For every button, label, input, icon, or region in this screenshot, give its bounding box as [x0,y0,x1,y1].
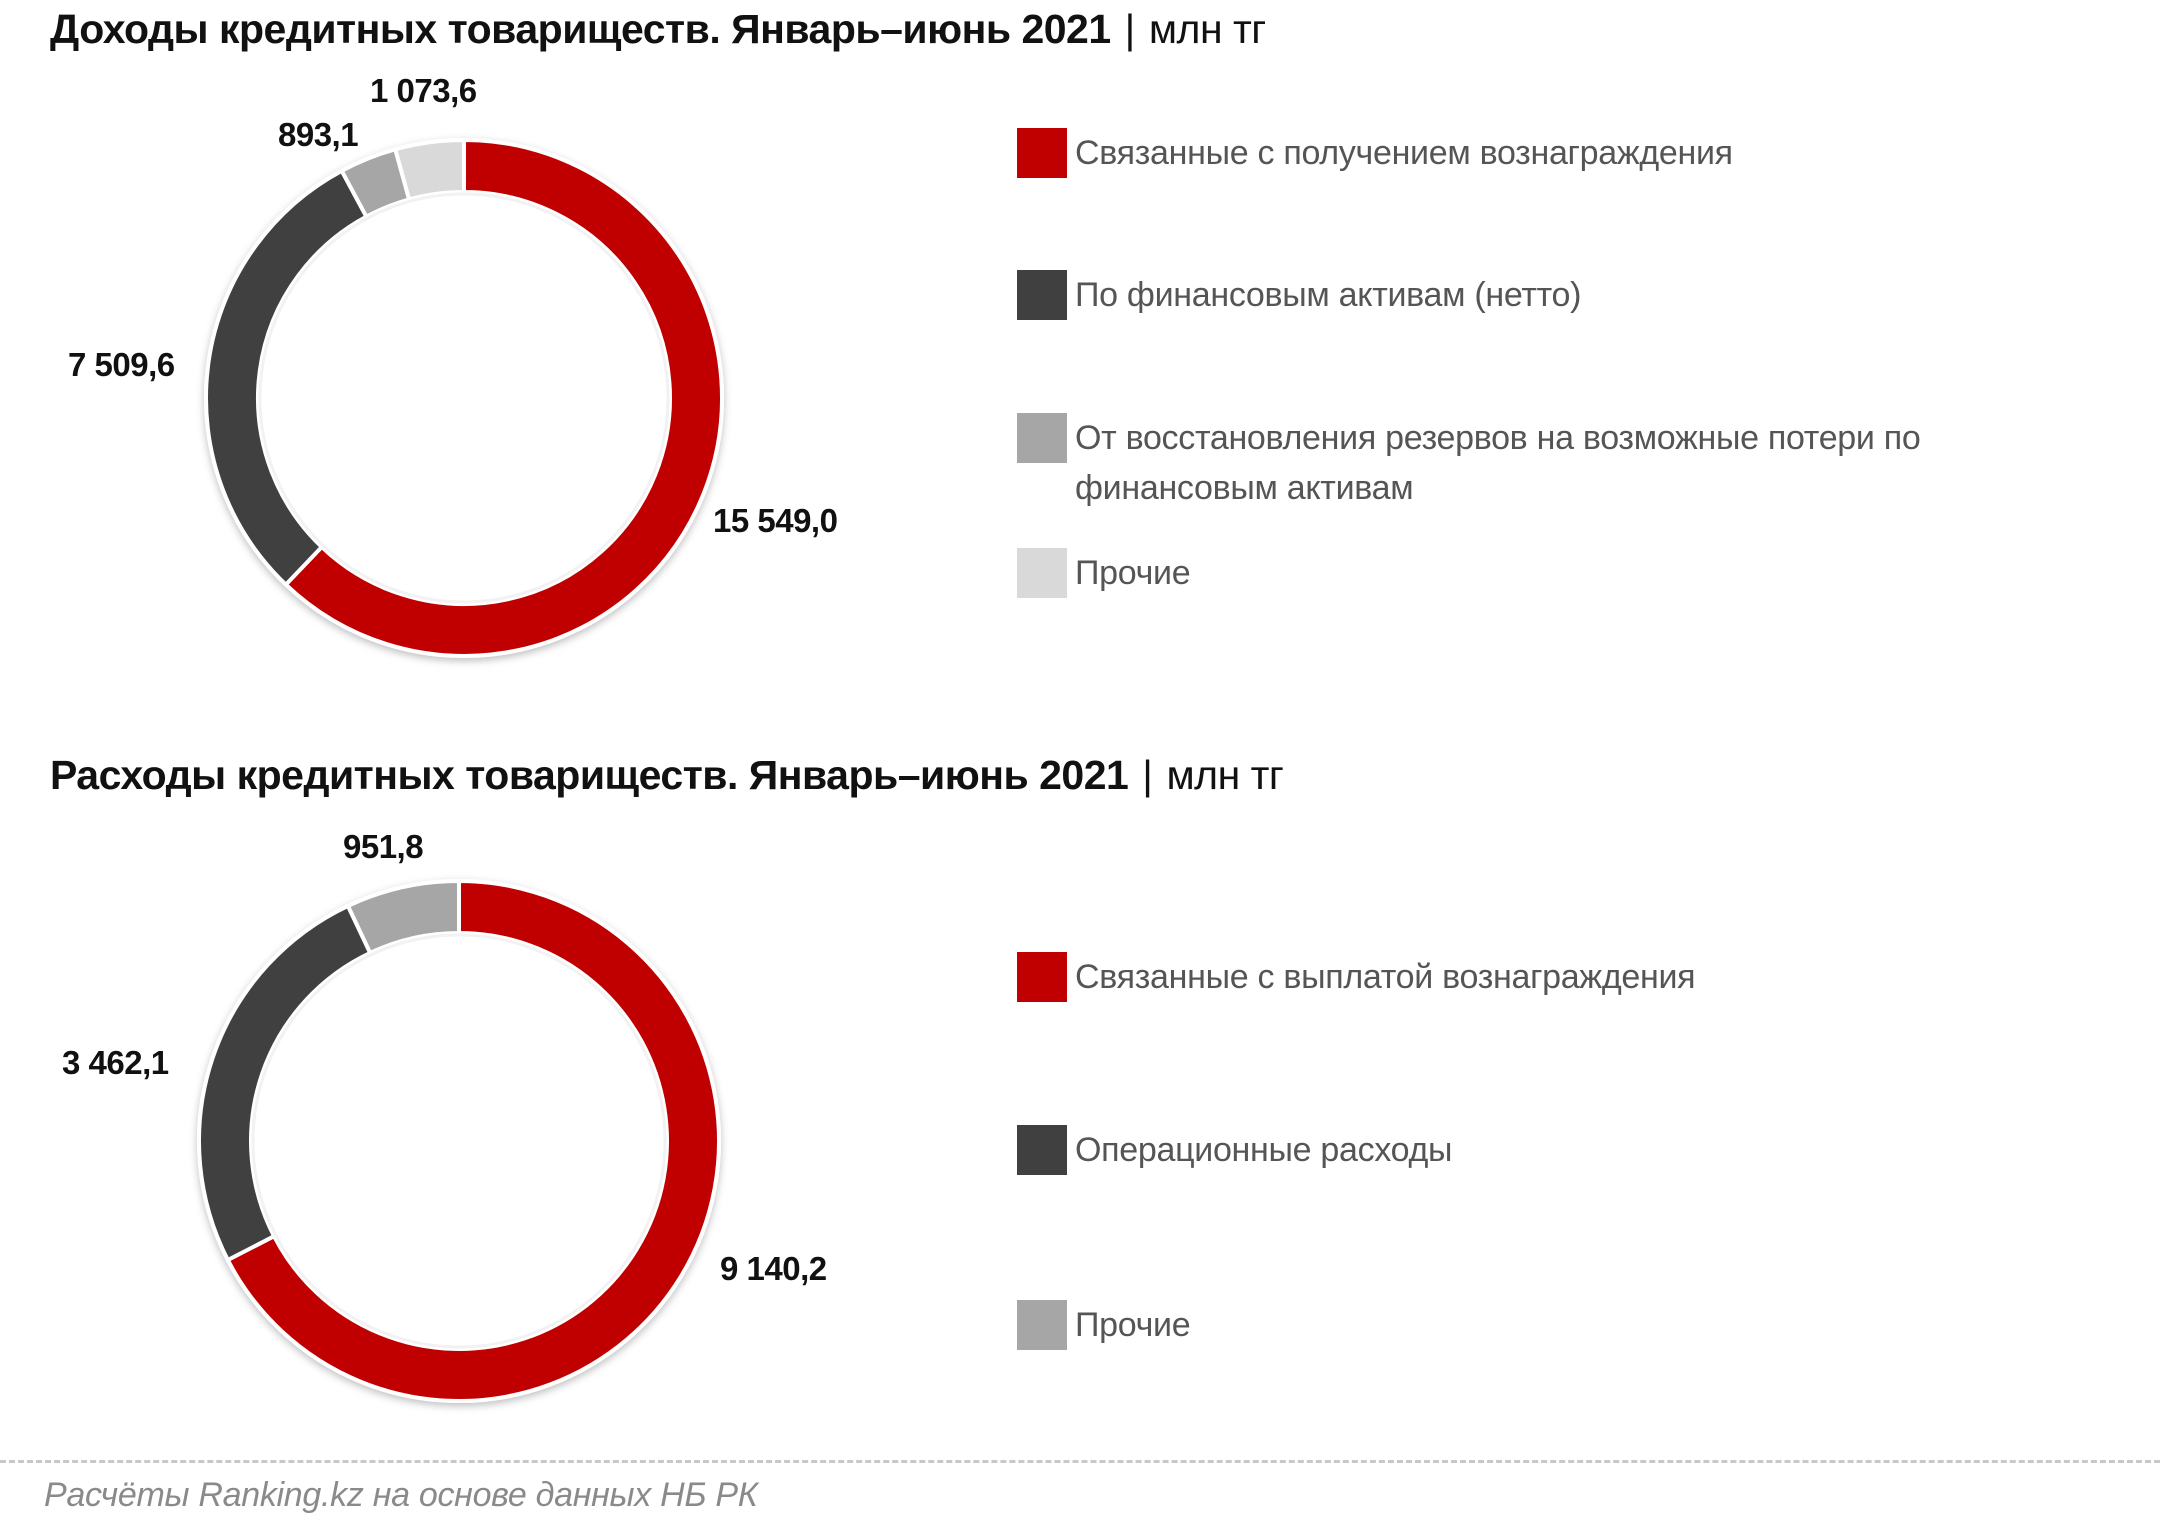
income-title-text: Доходы кредитных товариществ. Январь–июн… [50,6,1111,52]
legend-label: Связанные с получением вознаграждения [1075,134,1733,172]
expenses-label-operational: 3 462,1 [62,1044,169,1081]
legend-swatch-light [1017,548,1067,598]
expenses-legend-other: Прочие [1017,1300,2075,1350]
income-label-reserves: 893,1 [278,116,359,153]
title-separator: | [1124,6,1136,52]
legend-label: Операционные расходы [1075,1131,1453,1169]
expenses-legend-operational: Операционные расходы [1017,1125,2075,1175]
title-separator: | [1142,752,1153,798]
legend-swatch-gray [1017,1300,1067,1350]
income-legend-financial: По финансовым активам (нетто) [1017,270,2075,320]
income-legend-reward: Связанные с получением вознаграждения [1017,128,2075,178]
expenses-chart-title: Расходы кредитных товариществ. Январь–ию… [50,752,1284,799]
income-label-other: 1 073,6 [370,72,477,109]
expenses-label-other: 951,8 [343,828,424,865]
income-label-reward: 15 549,0 [713,502,838,539]
legend-label: По финансовым активам (нетто) [1075,276,1582,314]
donut-segment [392,137,466,202]
source-note: Расчёты Ranking.kz на основе данных НБ Р… [44,1476,758,1514]
expenses-unit: млн тг [1166,752,1284,798]
expenses-legend-reward: Связанные с выплатой вознаграждения [1017,952,2075,1002]
legend-label: Связанные с выплатой вознаграждения [1075,958,1696,996]
legend-swatch-dark [1017,270,1067,320]
footer-divider [0,1460,2160,1463]
income-legend-other: Прочие [1017,548,2075,598]
expenses-donut-chart [197,878,721,1403]
donut-segment [225,878,721,1403]
legend-swatch-red [1017,952,1067,1002]
legend-swatch-dark [1017,1125,1067,1175]
income-donut-chart [204,137,724,658]
donut-segment [282,137,724,658]
expenses-donut-segments [197,878,721,1403]
legend-swatch-red [1017,128,1067,178]
income-chart-title: Доходы кредитных товариществ. Январь–июн… [50,6,1266,53]
expenses-title-text: Расходы кредитных товариществ. Январь–ию… [50,752,1129,798]
legend-label: Прочие [1075,554,1191,592]
expenses-label-reward: 9 140,2 [720,1250,827,1287]
legend-label: Прочие [1075,1306,1191,1344]
legend-swatch-gray [1017,413,1067,463]
donut-segment [345,878,461,956]
income-donut-segments [204,137,724,658]
income-label-financial: 7 509,6 [68,346,175,383]
income-legend-reserves: От восстановления резервов на возможные … [1017,413,2055,513]
income-unit: млн тг [1148,6,1266,52]
legend-label: От восстановления резервов на возможные … [1075,419,1921,507]
